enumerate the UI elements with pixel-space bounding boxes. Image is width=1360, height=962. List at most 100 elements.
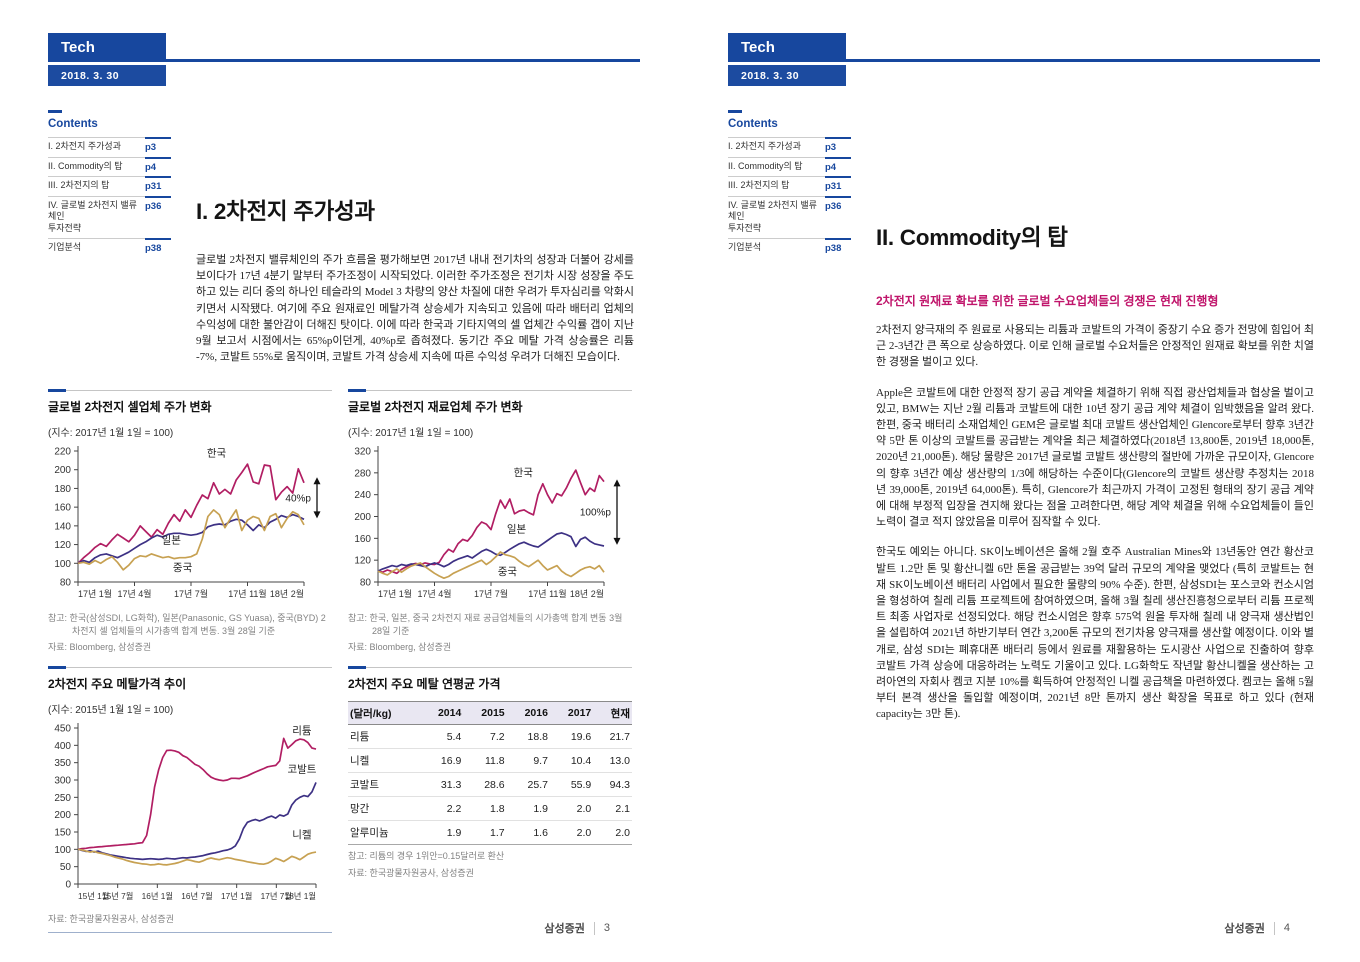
contents-item[interactable]: 기업분석 p38 [728, 238, 851, 258]
table-cell: 28.6 [463, 772, 507, 797]
table-cell: 11.8 [463, 748, 507, 773]
contents-item-page: p38 [145, 238, 171, 258]
svg-text:400: 400 [54, 741, 71, 752]
svg-text:40%p: 40%p [285, 493, 311, 504]
figure-title: 글로벌 2차전지 셀업체 주가 변화 [48, 400, 212, 414]
svg-text:17년 11월: 17년 11월 [228, 588, 266, 599]
svg-text:16년 1월: 16년 1월 [142, 891, 173, 901]
svg-text:17년 4월: 17년 4월 [417, 588, 451, 599]
contents-item-label: II. Commodity의 탑 [48, 156, 145, 177]
table-row: 망간 2.2 1.8 1.9 2.0 2.1 [348, 796, 632, 821]
series-니켈 [77, 848, 317, 866]
svg-text:17년 11월: 17년 11월 [528, 588, 566, 599]
contents-item[interactable]: II. Commodity의 탑 p4 [48, 156, 171, 177]
chart-canvas: 80 100 120 140 160 180 200 220 17년 1월 17년 4월 17년 7… [54, 446, 321, 599]
contents-title: Contents [728, 118, 778, 130]
contents-item[interactable]: I. 2차전지 주가성과 p3 [48, 137, 171, 157]
contents-item[interactable]: II. Commodity의 탑 p4 [728, 156, 851, 177]
footer-brand: 삼성증권 [544, 923, 585, 935]
header-rule [166, 59, 640, 62]
footer-page-number: 3 [603, 922, 610, 934]
svg-text:리튬: 리튬 [292, 725, 312, 737]
contents-item-page: p4 [145, 156, 171, 177]
svg-text:15년 1월: 15년 1월 [78, 891, 109, 901]
contents-item-page: p31 [145, 176, 171, 196]
report-page-3: Tech 2018. 3. 30 Contents I. 2차전지 주가성과 p3… [48, 33, 640, 936]
page-footer: 삼성증권 3 [544, 920, 610, 936]
contents-item-label: I. 2차전지 주가성과 [48, 137, 145, 157]
main-column: I. 2차전지 주가성과 글로벌 2차전지 밸류체인의 주가 흐름을 평가해보면… [196, 194, 634, 379]
figure-bottom-rule [48, 932, 332, 933]
contents-item-label: 기업분석 [48, 238, 145, 258]
svg-text:중국: 중국 [173, 562, 193, 574]
svg-text:240: 240 [354, 490, 371, 501]
contents-item-page: p31 [825, 176, 851, 196]
figure-source: 자료: 한국광물자원공사, 삼성증권 [48, 914, 174, 924]
series-코발트 [77, 782, 317, 861]
figure-source: 자료: 한국광물자원공사, 삼성증권 [348, 867, 474, 878]
svg-text:150: 150 [54, 828, 71, 839]
sector-tag: Tech [48, 33, 166, 62]
line-chart-material-makers: 80 120 160 200 240 280 320 17년 1월 17년 4월 17년 7월 17… [348, 442, 632, 607]
table-cell: 니켈 [348, 748, 421, 773]
figure-rule [48, 666, 332, 669]
figure-rule-accent [348, 389, 366, 392]
table-row: 리튬 5.4 7.2 18.8 19.6 21.7 [348, 724, 632, 749]
table-cell: 리튬 [348, 724, 421, 749]
contents-item[interactable]: 기업분석 p38 [48, 238, 171, 258]
table-cell: 9.7 [506, 748, 550, 773]
contents-item-page: p36 [145, 195, 171, 239]
series-한국 [77, 463, 305, 564]
main-column: II. Commodity의 탑 2차전지 원재료 확보를 위한 글로벌 수요업… [876, 220, 1314, 737]
footer-page-number: 4 [1283, 922, 1290, 934]
svg-text:일본: 일본 [162, 534, 182, 547]
section-subtitle: 2차전지 원재료 확보를 위한 글로벌 수요업체들의 경쟁은 현재 진행형 [876, 294, 1219, 308]
table-cell: 18.8 [506, 724, 550, 749]
body-paragraph: 2차전지 양극재의 주 원료로 사용되는 리튬과 코발트의 가격이 중장기 수요… [876, 324, 1314, 369]
contents-item[interactable]: IV. 글로벌 2차전지 밸류체인 투자전략 p36 [48, 195, 171, 239]
figure-source: 자료: Bloomberg, 삼성증권 [348, 642, 452, 652]
footer-divider [593, 921, 595, 935]
body-paragraph: 한국도 예외는 아니다. SK이노베이션은 올해 2월 호주 Australia… [876, 546, 1314, 721]
series-한국 [377, 469, 605, 575]
contents-item[interactable]: III. 2차전지의 탑 p31 [48, 176, 171, 196]
svg-text:15년 7월: 15년 7월 [102, 891, 133, 901]
svg-text:160: 160 [354, 534, 371, 545]
figure-index-note: (지수: 2017년 1월 1일 = 100) [48, 428, 174, 439]
figure-material-makers: 글로벌 2차전지 재료업체 주가 변화 (지수: 2017년 1월 1일 = 1… [348, 389, 632, 653]
svg-text:100: 100 [54, 845, 71, 856]
table-cell: 94.3 [593, 772, 632, 797]
section-title: II. Commodity의 탑 [876, 225, 1068, 250]
svg-text:50: 50 [60, 862, 72, 873]
svg-text:한국: 한국 [514, 467, 534, 479]
body-paragraph: 글로벌 2차전지 밸류체인의 주가 흐름을 평가해보면 2017년 내내 전기차… [196, 254, 634, 364]
svg-text:120: 120 [354, 556, 371, 567]
svg-text:80: 80 [360, 578, 372, 589]
contents-list: I. 2차전지 주가성과 p3 II. Commodity의 탑 p4 III. 2차전… [728, 137, 851, 258]
figure-rule-accent [348, 666, 366, 669]
header-rule [846, 59, 1320, 62]
table-cell: 1.7 [463, 820, 507, 845]
contents-item[interactable]: I. 2차전지 주가성과 p3 [728, 137, 851, 157]
table-row: 니켈 16.9 11.8 9.7 10.4 13.0 [348, 748, 632, 773]
svg-text:80: 80 [60, 578, 72, 589]
svg-text:180: 180 [54, 484, 71, 495]
contents-item-label: II. Commodity의 탑 [728, 156, 825, 177]
table-cell: 1.9 [506, 796, 550, 821]
table-cell: 10.4 [549, 748, 594, 773]
table-cell: 19.6 [549, 724, 594, 749]
report-page-4: Tech 2018. 3. 30 Contents I. 2차전지 주가성과 p3… [680, 0, 1360, 962]
footer-brand: 삼성증권 [1224, 923, 1265, 935]
figure-note: 참고: 한국(삼성SDI, LG화학), 일본(Panasonic, GS Yu… [48, 613, 326, 636]
svg-text:250: 250 [54, 793, 71, 804]
page-footer: 삼성증권 4 [1224, 920, 1290, 936]
contents-item[interactable]: III. 2차전지의 탑 p31 [728, 176, 851, 196]
contents-item-label: 기업분석 [728, 238, 825, 258]
table-header-cell: 2016 [506, 701, 550, 725]
metal-price-table-grid: (달러/kg) 2014 2015 2016 2017 현재 리튬 5.4 7.2 18.8 19.… [348, 701, 632, 845]
contents-item[interactable]: IV. 글로벌 2차전지 밸류체인 투자전략 p36 [728, 195, 851, 239]
svg-text:17년 1월: 17년 1월 [78, 588, 112, 599]
table-header-cell: (달러/kg) [348, 701, 421, 725]
contents-item-label: IV. 글로벌 2차전지 밸류체인 투자전략 [48, 195, 145, 239]
